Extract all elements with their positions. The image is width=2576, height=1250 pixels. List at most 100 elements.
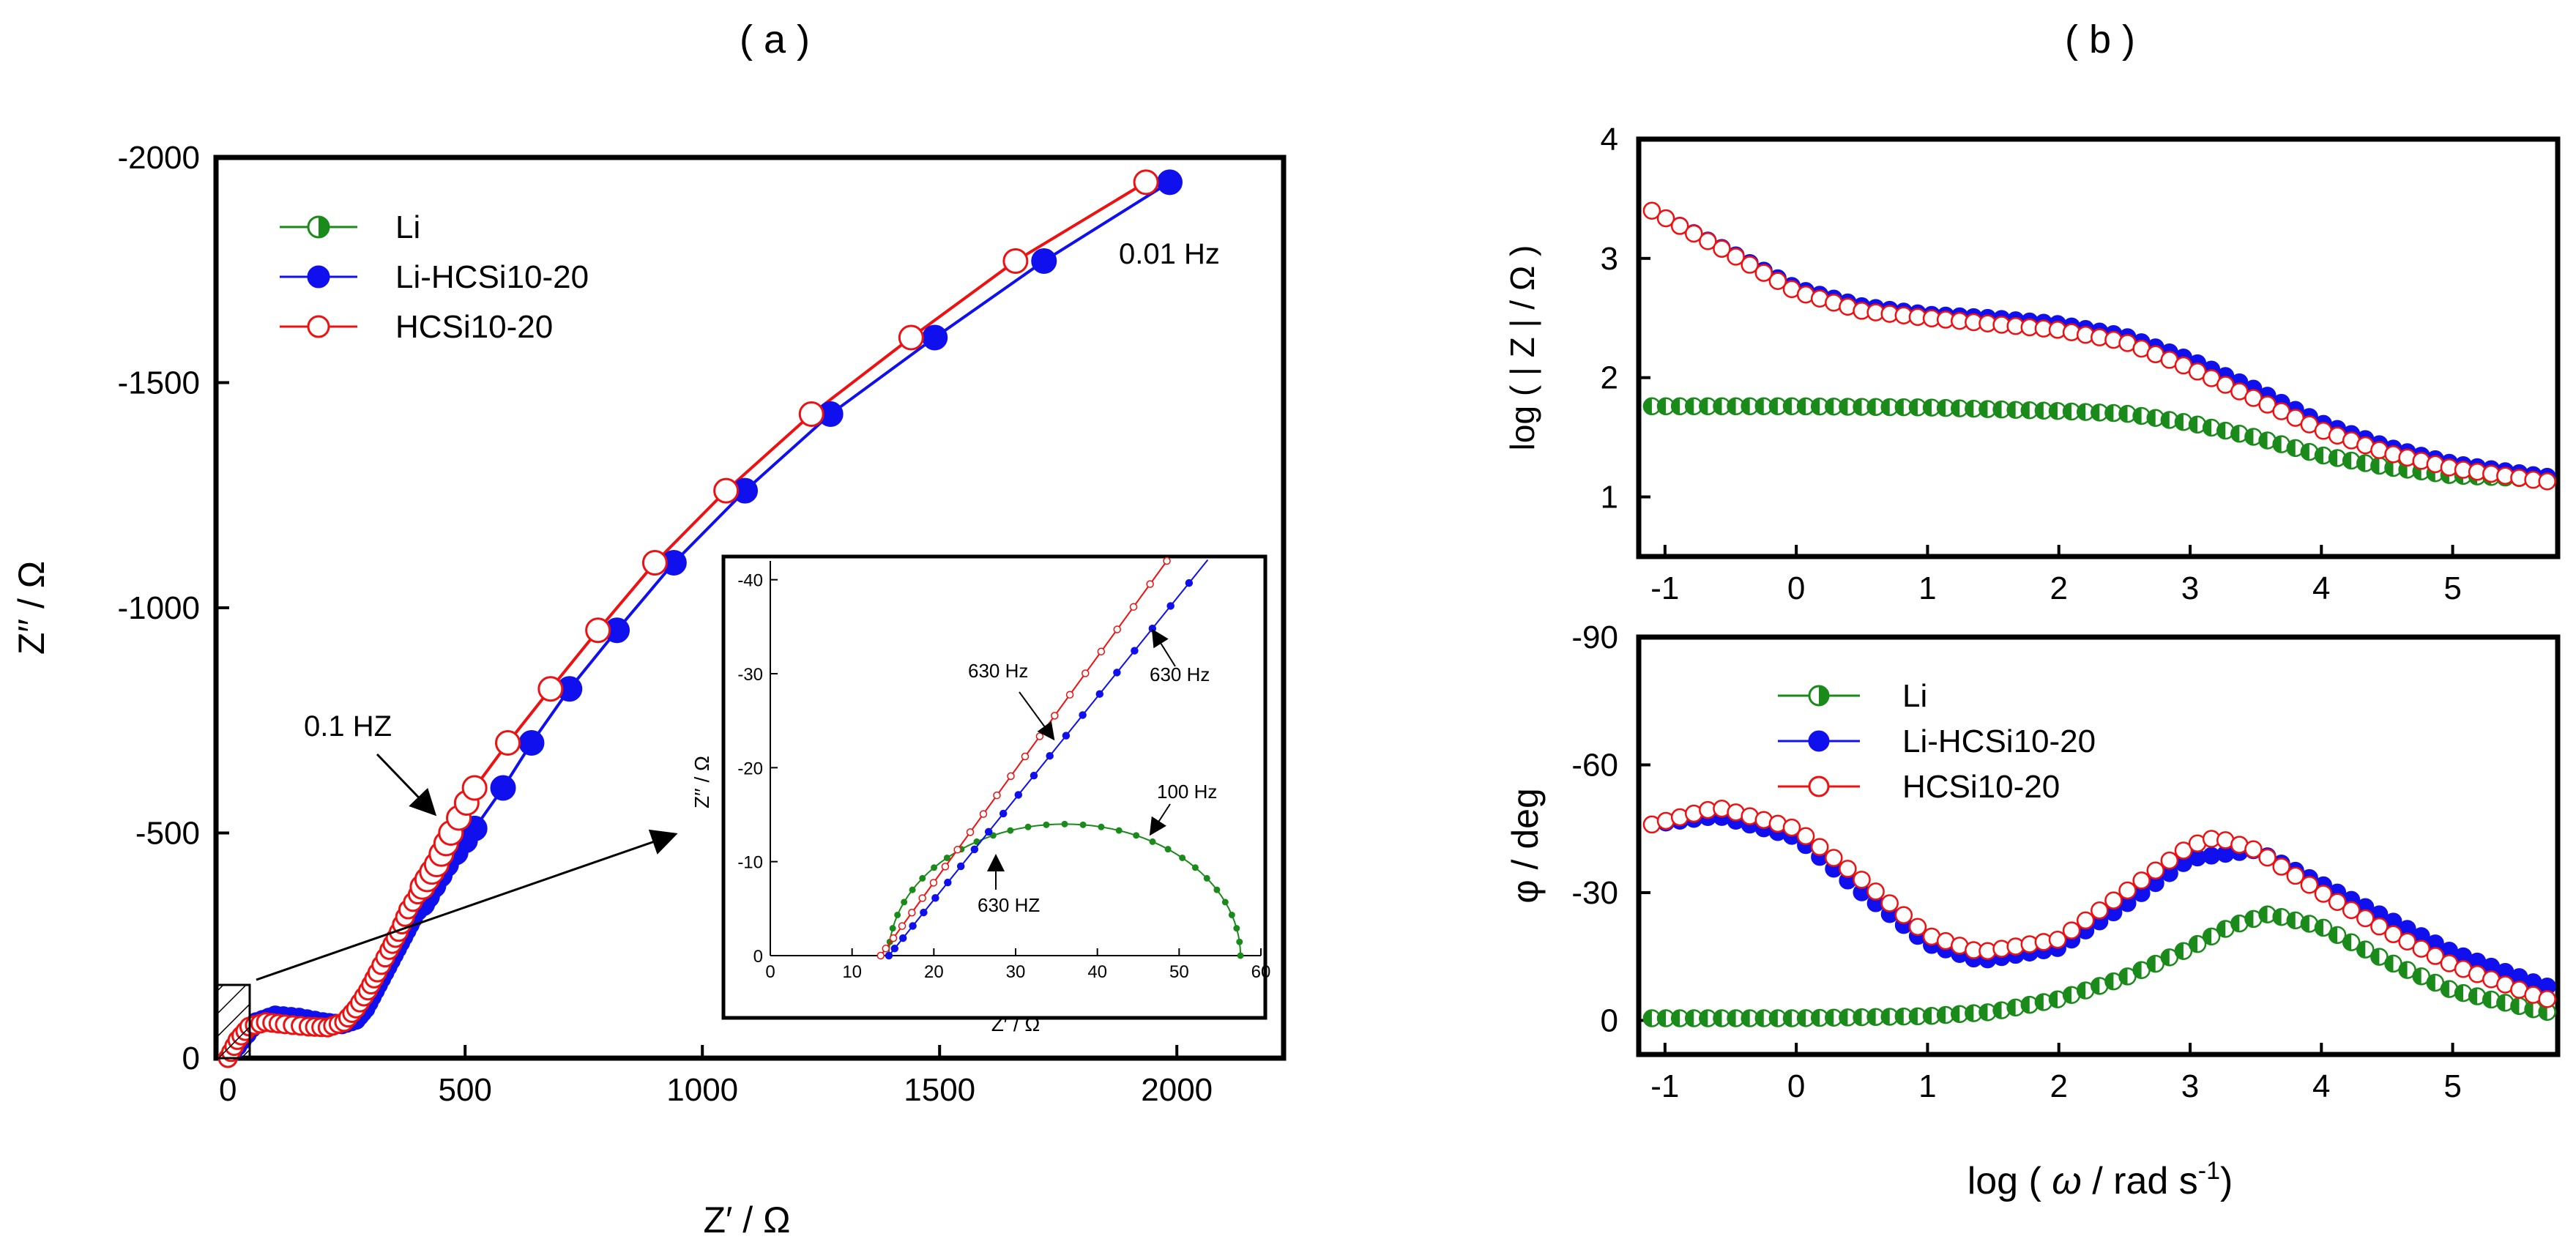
b-bottom-hcsi10-20-point — [2174, 841, 2193, 860]
b-top-hcsi10-20-point — [1656, 209, 1675, 228]
legend-hc: HCSi10-20 — [395, 309, 553, 345]
b-bottom-li-point-half — [1937, 1007, 1946, 1024]
b-top-li-point-half — [2315, 447, 2323, 464]
b-top-y-tick-label: 2 — [1601, 360, 1618, 396]
inset-hc-point — [1021, 752, 1030, 761]
inset-lihc-point — [898, 934, 907, 942]
inset-x-tick-label: 50 — [1169, 962, 1189, 982]
b-x-tick-label: 5 — [2443, 570, 2461, 606]
panel-a-label: ( a ) — [740, 18, 810, 62]
b-top-hcsi10-20-point — [1741, 256, 1759, 274]
b-top-li-point-half — [1769, 398, 1778, 414]
b-bottom-li-point-half — [2175, 942, 2184, 959]
inset-li-point — [919, 874, 926, 882]
y-tick-label: -1000 — [117, 590, 200, 626]
inset-lihc-point — [931, 893, 939, 902]
inset-hc-point — [929, 879, 938, 887]
b-bottom-li-point-half — [1965, 1005, 1974, 1022]
b-top-li-point-half — [2007, 401, 2016, 418]
inset-lihc-point — [1062, 732, 1071, 740]
b-top-li-point-half — [2077, 403, 2086, 420]
b-bottom-hcsi10-20-point — [2272, 857, 2290, 876]
b-bottom-li-point-half — [2413, 968, 2421, 985]
b-bottom-hcsi10-20-point — [2370, 917, 2389, 936]
legend-hc-marker — [307, 315, 330, 338]
inset-lihc-point — [890, 945, 898, 953]
b-bottom-li-point-half — [2245, 910, 2254, 927]
b-top-li-point-half — [1937, 400, 1946, 417]
inset-hc-point — [918, 894, 926, 902]
inset-lihc-point — [999, 809, 1008, 818]
b-top-li-point-half — [1686, 398, 1694, 414]
inset-hc-point — [1007, 772, 1015, 781]
b-bottom-li-point-half — [2539, 1003, 2547, 1020]
panel-b-data — [1642, 201, 2556, 1027]
inset-annot-100: 100 Hz — [1157, 781, 1217, 803]
b-bottom-li-point-half — [2329, 926, 2338, 943]
inset-li-point — [1024, 823, 1032, 830]
b-bottom-li-point-half — [2091, 978, 2100, 994]
b-bottom-hcsi10-20-point — [2356, 909, 2375, 928]
b-x-tick-label: 4 — [2312, 570, 2330, 606]
b-bottom-li-point-half — [2021, 997, 2030, 1013]
b-x-tick-label: 5 — [2443, 1068, 2461, 1104]
inset-li-point — [1191, 864, 1199, 871]
b-x-tick-label: 2 — [2050, 570, 2067, 606]
b-x-tick-label: 2 — [2050, 1068, 2067, 1104]
b-bottom-li-point-half — [2441, 981, 2449, 997]
b-bottom-hcsi10-20-point — [2328, 893, 2347, 911]
b-bottom-hcsi10-20-point — [1853, 871, 1871, 889]
b-bottom-li-point-half — [1825, 1009, 1834, 1026]
b-x-tick-label: -1 — [1650, 570, 1679, 606]
b-top-li-point-half — [1951, 400, 1960, 417]
b-bottom-hcsi10-20-point — [2258, 848, 2277, 867]
inset-content: 0 10 20 30 40 50 60 0 -10 -20 -30 -40 — [737, 557, 1270, 982]
b-x-tick-label: 4 — [2312, 1068, 2330, 1104]
b-top-li-point-half — [2133, 407, 2142, 424]
b-bottom-li-point-half — [2427, 974, 2435, 991]
inset-x-tick-label: 30 — [1006, 962, 1026, 982]
b-bottom-li-point-half — [2287, 912, 2296, 929]
b-bottom-li-point-half — [2133, 961, 2142, 978]
legend-b-lihc: Li-HCSi10-20 — [1902, 723, 2096, 759]
b-top-li-point-half — [1825, 398, 1834, 415]
b-top-li-point-half — [2357, 455, 2366, 472]
b-bottom-li-point-half — [1686, 1010, 1694, 1027]
inset-li-point — [1164, 846, 1172, 853]
b-top-li-point-half — [2049, 403, 2058, 420]
series-hc-point — [1133, 169, 1159, 196]
inset-lihc-point — [885, 951, 893, 960]
inset-hc-point — [941, 863, 950, 871]
b-top-li-point-half — [1839, 398, 1848, 415]
b-bottom-hcsi10-20-point — [1810, 838, 1829, 856]
b-top-li-point-half — [1643, 398, 1652, 414]
panel-b-bottom-ylabel: φ / deg — [1505, 788, 1546, 904]
b-top-hcsi10-20-point — [1727, 248, 1745, 266]
b-bottom-li-point-half — [2455, 985, 2464, 1002]
b-bottom-hcsi10-20-point — [2286, 866, 2305, 885]
inset-x-tick-label: 40 — [1087, 962, 1107, 982]
series-hc-point — [461, 775, 488, 801]
b-bottom-li-point-half — [1755, 1010, 1764, 1027]
b-bottom-y-tick-label: 0 — [1601, 1002, 1618, 1038]
inset-li-point — [943, 854, 950, 861]
b-top-li-point-half — [1993, 401, 2002, 418]
inset-x-tick-label: 0 — [765, 962, 775, 982]
panel-b-top-ylabel: log ( | Z | / Ω ) — [1503, 245, 1541, 451]
b-top-y-tick-label: 4 — [1601, 122, 1618, 157]
inset-li-point — [1079, 821, 1087, 828]
b-top-li-point-half — [1713, 398, 1722, 414]
b-bottom-li-point-half — [2035, 994, 2044, 1011]
b-bottom-li-point-half — [2105, 973, 2114, 990]
b-top-li-point-half — [2329, 450, 2338, 466]
b-bottom-li-point-half — [2049, 991, 2058, 1008]
panel-a-legend: Li Li-HCSi10-20 HCSi10-20 — [280, 209, 589, 345]
x-tick-label: 1000 — [666, 1072, 738, 1108]
b-bottom-hcsi10-20-point — [1908, 918, 1927, 937]
inset-li-point — [1221, 899, 1229, 906]
y-tick-label: -2000 — [117, 140, 200, 176]
inset-lihc-point — [944, 878, 952, 887]
b-bottom-li-point-half — [1909, 1008, 1918, 1024]
panel-a-xlabel: Z′ / Ω — [704, 1199, 791, 1240]
